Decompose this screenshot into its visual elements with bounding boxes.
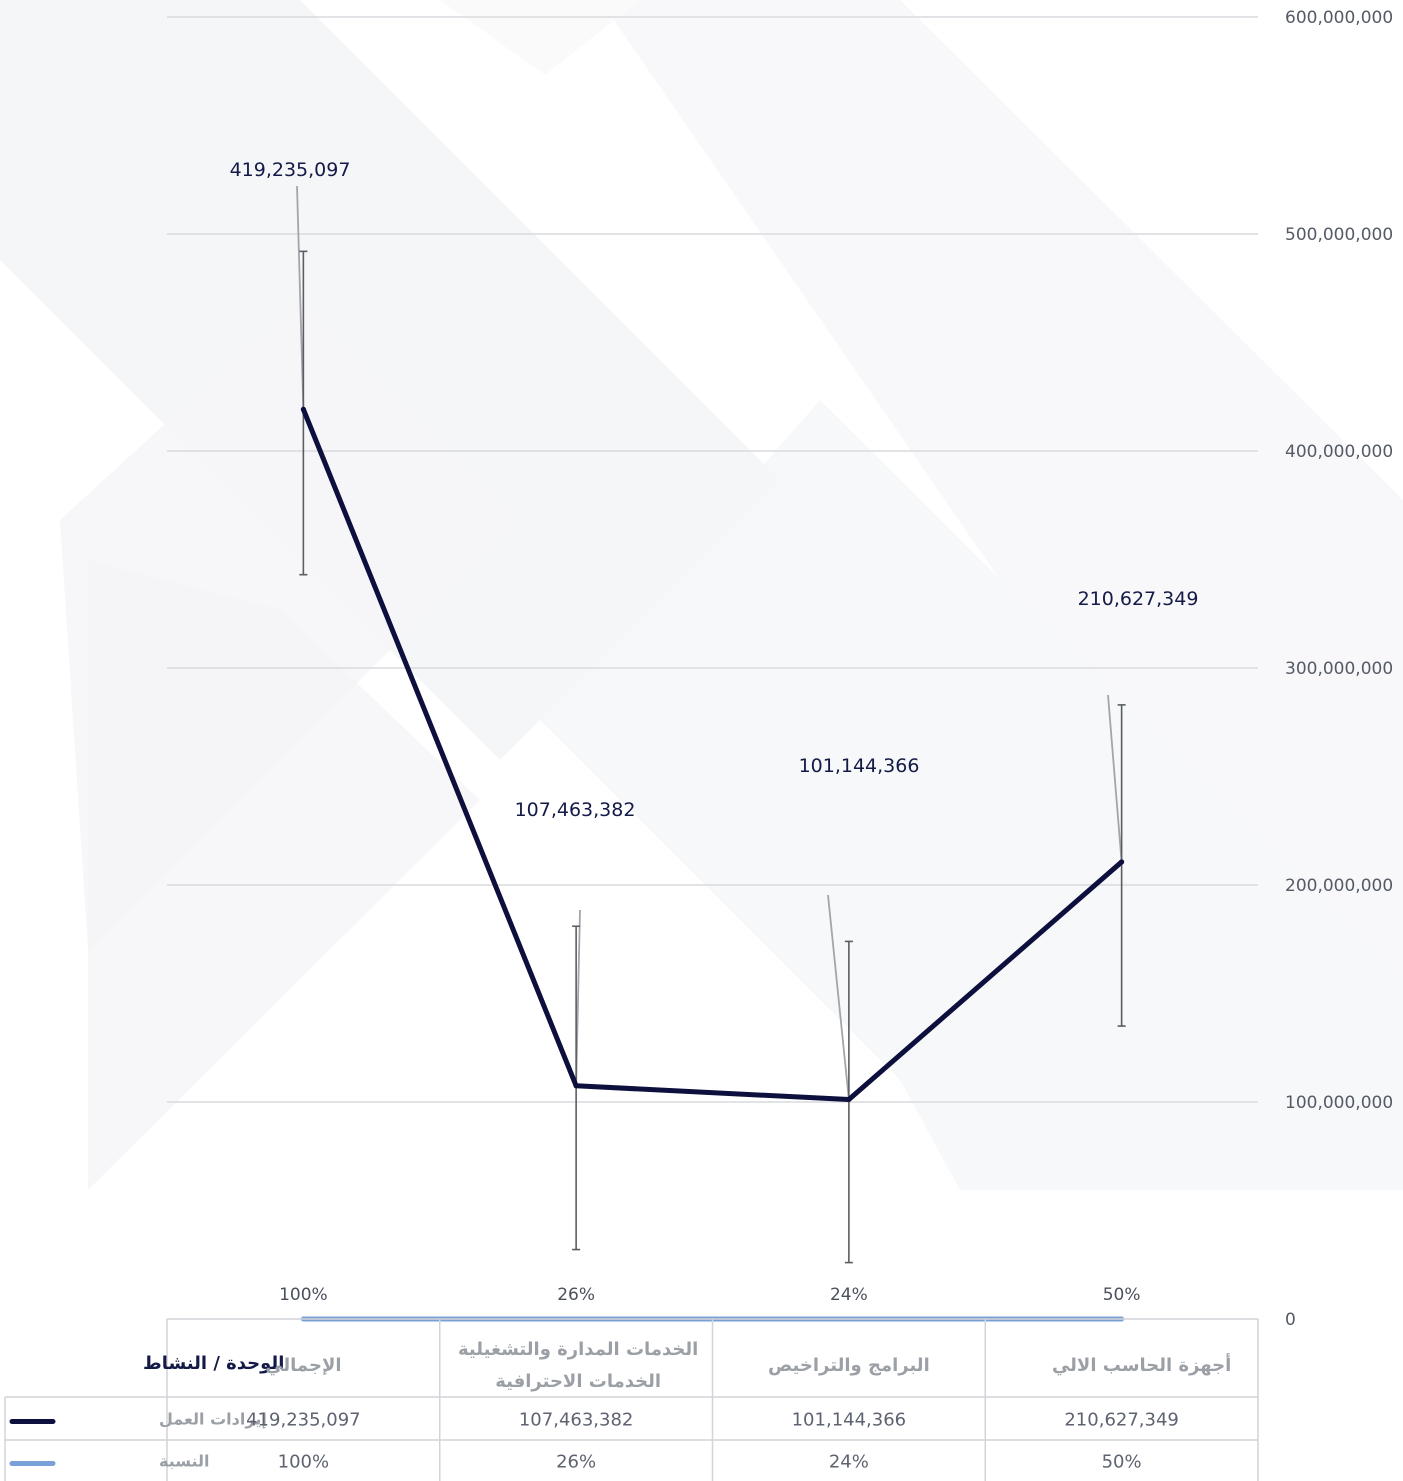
table-category-header: البرامج والتراخيص [768, 1355, 930, 1376]
data-label: 101,144,366 [799, 755, 920, 777]
percent-labels: 100% 26% 24% 50% [279, 1285, 1140, 1305]
data-label: 210,627,349 [1078, 588, 1199, 610]
table-category-header: الخدمات الاحترافية [495, 1371, 661, 1392]
data-point [846, 1097, 852, 1103]
series-line-group [300, 406, 1125, 1103]
table-cell: 24% [829, 1452, 869, 1473]
y-tick-label: 500,000,000 [1285, 225, 1393, 245]
table-row-header: النسبة [159, 1452, 210, 1471]
table-row-header: إيرادات العمل [159, 1410, 267, 1429]
series-line-revenue [300, 406, 1125, 1103]
y-tick-label: 300,000,000 [1285, 659, 1393, 679]
table-cell: 210,627,349 [1064, 1410, 1179, 1431]
table-cell: 101,144,366 [792, 1410, 907, 1431]
data-point [573, 1083, 579, 1089]
table-cell: 26% [556, 1452, 596, 1473]
y-tick-label: 400,000,000 [1285, 442, 1393, 462]
leader-line [1107, 694, 1123, 863]
table-category-header: الإجمالي [265, 1355, 341, 1376]
data-point [300, 406, 306, 412]
percent-label: 24% [830, 1285, 868, 1305]
table-corner-header: الوحدة / النشاط [143, 1353, 284, 1374]
percent-label: 26% [557, 1285, 595, 1305]
y-tick-label: 0 [1285, 1310, 1296, 1330]
grid-lines [167, 16, 1258, 1103]
y-tick-label: 100,000,000 [1285, 1093, 1393, 1113]
leader-line [296, 185, 305, 410]
y-tick-label: 600,000,000 [1285, 8, 1393, 28]
leader-line [827, 894, 850, 1100]
table-cell: 107,463,382 [519, 1410, 634, 1431]
data-label: 419,235,097 [230, 159, 351, 181]
data-labels: 419,235,097 107,463,382 101,144,366 210,627… [230, 159, 1199, 821]
table-cell: 419,235,097 [246, 1410, 361, 1431]
percent-label: 100% [279, 1285, 328, 1305]
table-category-header: أجهزة الحاسب الالي [1052, 1353, 1231, 1376]
y-axis-tick-labels: 0 100,000,000 200,000,000 300,000,000 400,00… [1285, 8, 1393, 1330]
y-tick-label: 200,000,000 [1285, 876, 1393, 896]
table-cell: 100% [278, 1452, 329, 1473]
background-watermark [0, 0, 1403, 1190]
table-cell: 50% [1102, 1452, 1142, 1473]
data-label: 107,463,382 [515, 799, 636, 821]
table-category-header: الخدمات المدارة والتشغيلية [458, 1339, 698, 1360]
data-point [1119, 859, 1125, 865]
percent-label: 50% [1103, 1285, 1141, 1305]
